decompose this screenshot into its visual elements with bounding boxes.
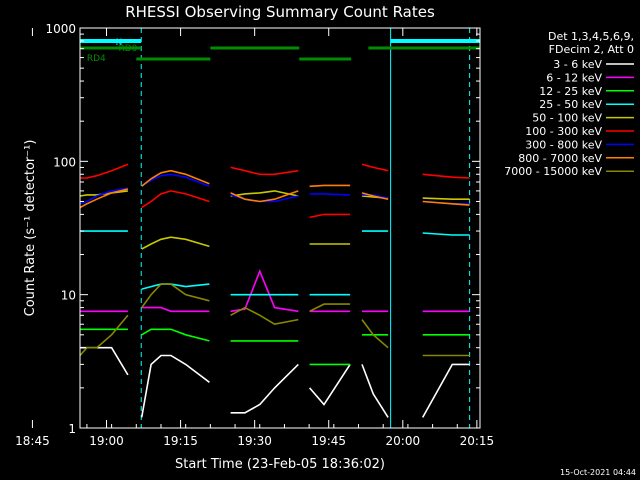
legend-label-1: 6 - 12 keV [546, 71, 602, 84]
legend-label-2: 12 - 25 keV [539, 85, 602, 98]
legend-label-8: 7000 - 15000 keV [504, 165, 602, 178]
x-tick-label-2: 19:15 [163, 434, 198, 448]
legend-header-line-2: FDecim 2, Att 0 [549, 43, 634, 56]
series-line-8 [79, 283, 470, 357]
plot-frame [79, 27, 481, 429]
series-line-5 [80, 163, 470, 219]
timestamp: 15-Oct-2021 04:44 [560, 468, 636, 477]
x-tick-label-6: 20:15 [460, 434, 495, 448]
legend-label-3: 25 - 50 keV [539, 98, 602, 111]
legend-label-5: 100 - 300 keV [525, 125, 602, 138]
x-axis-ticks: 18:45 19:00 19:15 19:30 19:45 20:00 20:15 [15, 28, 494, 448]
x-tick-label-3: 19:30 [237, 434, 272, 448]
y-tick-label-2: 100 [53, 155, 76, 169]
legend-label-4: 50 - 100 keV [532, 112, 602, 125]
y-tick-label-3: 1000 [45, 22, 76, 36]
flag-label-rd0: RD0 [118, 44, 137, 54]
legend-label-6: 300 - 800 keV [525, 138, 602, 151]
flag-label-rd4: RD4 [87, 54, 106, 64]
series-line-7 [79, 169, 470, 209]
legend-label-0: 3 - 6 keV [553, 58, 602, 71]
series-line-1 [80, 269, 470, 313]
chart-title: RHESSI Observing Summary Count Rates [125, 3, 435, 21]
x-tick-label-1: 19:00 [89, 434, 124, 448]
x-tick-label-4: 19:45 [311, 434, 346, 448]
y-axis-label: Count Rate (s⁻¹ detector⁻¹) [23, 140, 38, 317]
legend-header-line-1: Det 1,3,4,5,6,9, [548, 30, 634, 43]
y-axis-ticks: 1 10 100 1000 [45, 22, 480, 436]
legend: Det 1,3,4,5,6,9, FDecim 2, Att 0 3 - 6 k… [504, 30, 634, 178]
axes: 1 10 100 1000 18:45 19:00 19:15 19:30 19:45 20:0… [15, 22, 494, 448]
flag-label-n: N [116, 38, 123, 48]
x-tick-label-0: 18:45 [15, 434, 50, 448]
legend-label-7: 800 - 7000 keV [518, 152, 602, 165]
x-axis-label: Start Time (23-Feb-05 18:36:02) [175, 457, 385, 472]
y-tick-label-0: 1 [68, 422, 76, 436]
series-line-4 [79, 190, 470, 250]
y-tick-label-1: 10 [61, 289, 76, 303]
series-line-2 [80, 328, 470, 366]
x-tick-label-5: 20:00 [386, 434, 421, 448]
